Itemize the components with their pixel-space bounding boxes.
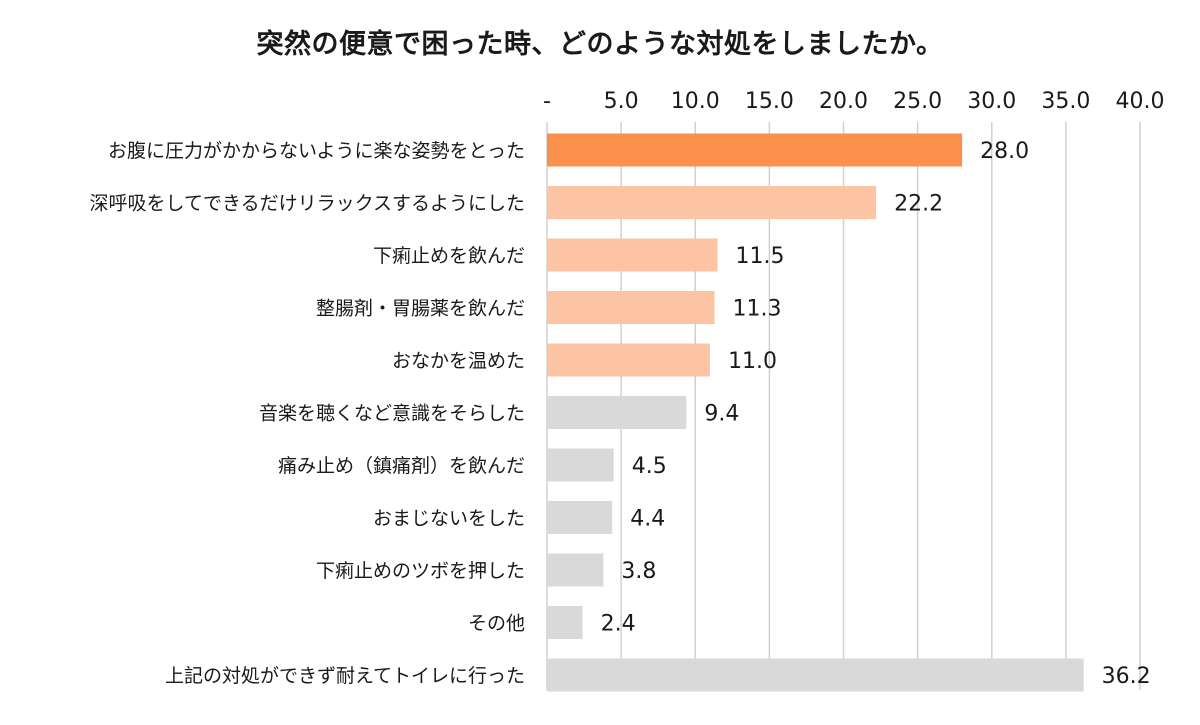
- data-label: 11.5: [735, 244, 784, 269]
- category-label: おなかを温めた: [392, 350, 525, 372]
- category-label: 深呼吸をしてできるだけリラックスするようにした: [90, 193, 525, 215]
- data-label: 28.0: [980, 139, 1029, 164]
- tick-label: -: [543, 89, 551, 114]
- tick-label: 15.0: [745, 89, 794, 114]
- data-label: 2.4: [601, 612, 636, 637]
- bar: [547, 291, 715, 324]
- category-label: おまじないをした: [373, 508, 525, 530]
- data-label: 11.0: [728, 349, 777, 374]
- bars: [547, 133, 1084, 692]
- tick-label: 20.0: [819, 89, 868, 114]
- data-label: 4.5: [632, 454, 667, 479]
- category-label: 整腸剤・胃腸薬を飲んだ: [316, 298, 525, 320]
- category-label: 上記の対処ができず耐えてトイレに行った: [165, 665, 525, 687]
- bar: [547, 186, 877, 219]
- data-label: 3.8: [621, 559, 656, 584]
- data-label: 4.4: [630, 507, 665, 532]
- bar: [547, 396, 687, 429]
- bar: [547, 448, 614, 482]
- value-labels: 28.0 22.2 11.5 11.3 11.0 9.4 4.5 4.4 3.8 2.4 36.2: [601, 139, 1151, 689]
- data-label: 22.2: [894, 192, 943, 217]
- category-label: 音楽を聴くなど意識をそらした: [259, 403, 525, 425]
- tick-label: 5.0: [604, 89, 639, 114]
- bar: [547, 238, 718, 272]
- bar: [547, 606, 583, 639]
- chart-title: 突然の便意で困った時、どのような対処をしましたか。: [256, 29, 944, 60]
- category-label: その他: [468, 613, 525, 635]
- category-label: 痛み止め（鎮痛剤）を飲んだ: [278, 455, 525, 477]
- bar: [547, 553, 604, 587]
- bar: [547, 343, 711, 377]
- bar: [547, 501, 613, 534]
- category-label: 下痢止めを飲んだ: [373, 245, 525, 267]
- data-label: 36.2: [1102, 664, 1151, 689]
- tick-label: 10.0: [671, 89, 720, 114]
- data-label: 11.3: [733, 297, 782, 322]
- tick-label: 30.0: [967, 89, 1016, 114]
- bar: [547, 658, 1084, 692]
- axis-ticks: - 5.0 10.0 15.0 20.0 25.0 30.0 35.0 40.0: [543, 89, 1164, 114]
- tick-label: 25.0: [893, 89, 942, 114]
- bar: [547, 133, 963, 167]
- category-label: お腹に圧力がかからないように楽な姿勢をとった: [108, 140, 525, 162]
- category-labels: お腹に圧力がかからないように楽な姿勢をとった深呼吸をしてできるだけリラックスする…: [90, 140, 525, 687]
- tick-label: 35.0: [1041, 89, 1090, 114]
- category-label: 下痢止めのツボを押した: [316, 560, 525, 582]
- data-label: 9.4: [704, 402, 739, 427]
- tick-label: 40.0: [1116, 89, 1165, 114]
